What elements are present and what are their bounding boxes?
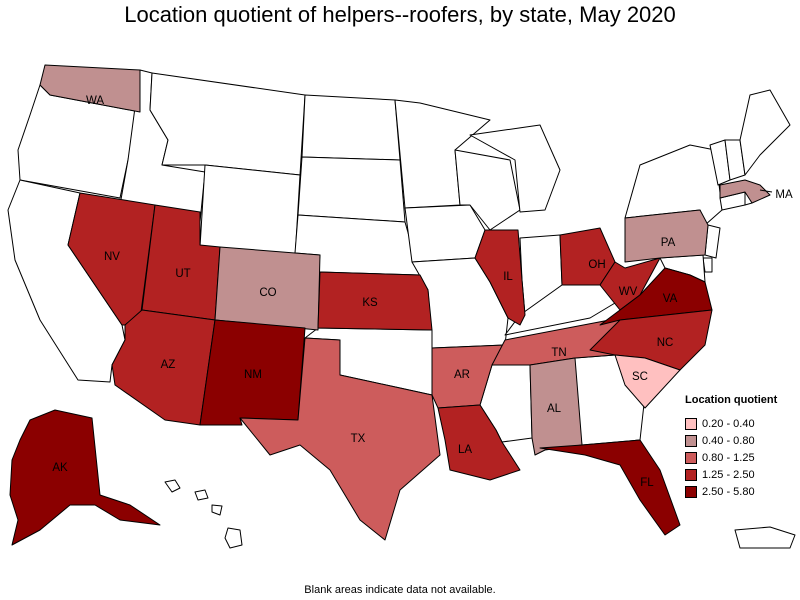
legend-swatch bbox=[685, 468, 697, 481]
state-AK[interactable] bbox=[9, 409, 161, 546]
label-FL: FL bbox=[640, 477, 654, 489]
legend-label: 2.50 - 5.80 bbox=[702, 485, 755, 498]
state-KS[interactable] bbox=[317, 271, 433, 331]
label-TN: TN bbox=[551, 347, 566, 359]
state-ND[interactable] bbox=[301, 94, 401, 161]
label-UT: UT bbox=[175, 268, 190, 280]
label-OH: OH bbox=[588, 259, 605, 271]
legend-label: 1.25 - 2.50 bbox=[702, 468, 755, 481]
state-IL[interactable] bbox=[474, 229, 526, 326]
label-WV: WV bbox=[619, 286, 638, 298]
legend-item: 0.40 - 0.80 bbox=[685, 432, 797, 449]
label-KS: KS bbox=[362, 297, 378, 309]
state-HI[interactable] bbox=[164, 479, 243, 549]
label-PA: PA bbox=[661, 237, 676, 249]
territory-PR[interactable] bbox=[734, 526, 796, 549]
label-TX: TX bbox=[351, 433, 366, 445]
state-MI[interactable] bbox=[469, 124, 561, 213]
map-title: Location quotient of helpers--roofers, b… bbox=[124, 2, 676, 27]
state-LA[interactable] bbox=[437, 404, 521, 481]
legend: Location quotient 0.20 - 0.40 0.40 - 0.8… bbox=[685, 394, 797, 500]
footnote: Blank areas indicate data not available. bbox=[304, 584, 496, 596]
legend-item: 1.25 - 2.50 bbox=[685, 466, 797, 483]
state-MA[interactable] bbox=[719, 179, 771, 204]
state-WA[interactable] bbox=[39, 64, 141, 113]
legend-item: 0.80 - 1.25 bbox=[685, 449, 797, 466]
label-AK: AK bbox=[52, 462, 68, 474]
label-NM: NM bbox=[244, 369, 262, 381]
state-SD[interactable] bbox=[297, 156, 406, 223]
legend-swatch bbox=[685, 417, 697, 430]
legend-item: 2.50 - 5.80 bbox=[685, 483, 797, 500]
legend-swatch bbox=[685, 485, 697, 498]
legend-label: 0.20 - 0.40 bbox=[702, 417, 755, 430]
ma-callout-line bbox=[759, 189, 773, 193]
legend-label: 0.80 - 1.25 bbox=[702, 451, 755, 464]
state-ME[interactable] bbox=[739, 89, 791, 176]
legend-swatch bbox=[685, 451, 697, 464]
label-NC: NC bbox=[657, 337, 674, 349]
state-MT[interactable] bbox=[149, 72, 306, 176]
state-IA[interactable] bbox=[404, 204, 486, 263]
legend-title: Location quotient bbox=[685, 394, 778, 406]
state-PA[interactable] bbox=[624, 209, 709, 263]
state-labels: WA NV UT CO KS AZ NM TX AR LA IL OH WV P… bbox=[52, 95, 793, 489]
state-AL[interactable] bbox=[529, 357, 583, 456]
label-AL: AL bbox=[547, 403, 562, 415]
state-CO[interactable] bbox=[214, 246, 321, 331]
state-WY[interactable] bbox=[199, 164, 301, 259]
label-IL: IL bbox=[503, 271, 513, 283]
legend-item: 0.20 - 0.40 bbox=[685, 415, 797, 432]
legend-swatch bbox=[685, 434, 697, 447]
label-AZ: AZ bbox=[161, 359, 176, 371]
label-AR: AR bbox=[454, 369, 470, 381]
state-TX[interactable] bbox=[239, 337, 441, 541]
label-MA: MA bbox=[775, 189, 793, 201]
state-FL[interactable] bbox=[539, 439, 681, 536]
label-NV: NV bbox=[104, 251, 120, 263]
label-WA: WA bbox=[86, 95, 104, 107]
legend-label: 0.40 - 0.80 bbox=[702, 434, 755, 447]
label-LA: LA bbox=[458, 444, 472, 456]
state-SC[interactable] bbox=[614, 354, 681, 409]
label-SC: SC bbox=[632, 371, 648, 383]
label-CO: CO bbox=[259, 287, 276, 299]
label-VA: VA bbox=[663, 293, 678, 305]
